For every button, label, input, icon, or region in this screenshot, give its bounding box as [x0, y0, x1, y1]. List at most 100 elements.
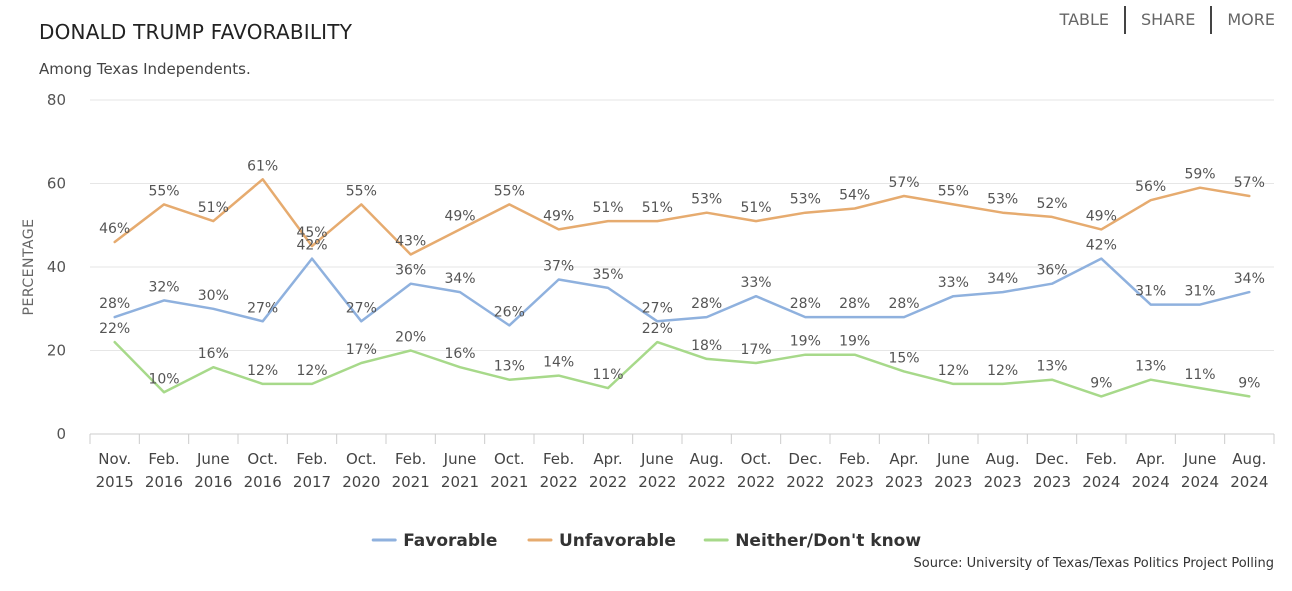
data-label: 53%	[691, 192, 722, 208]
data-label: 45%	[296, 225, 327, 241]
x-tick-label-year: 2017	[293, 473, 331, 491]
x-tick-label-month: Oct.	[247, 450, 278, 468]
data-label: 36%	[1036, 263, 1067, 279]
x-tick-label-year: 2024	[1230, 473, 1268, 491]
top-nav: TABLE SHARE MORE	[1045, 6, 1275, 34]
data-label: 19%	[839, 334, 870, 350]
x-tick-label-year: 2024	[1082, 473, 1120, 491]
data-label: 28%	[99, 296, 130, 312]
data-label: 27%	[247, 300, 278, 316]
y-tick-label: 20	[47, 342, 66, 360]
data-label: 49%	[1086, 208, 1117, 224]
nav-divider	[1124, 6, 1127, 34]
x-tick-label-year: 2016	[194, 473, 232, 491]
data-label: 53%	[790, 192, 821, 208]
nav-divider	[1210, 6, 1213, 34]
x-tick-label-month: Feb.	[1086, 450, 1117, 468]
x-tick-label-year: 2023	[934, 473, 972, 491]
data-label: 26%	[494, 304, 525, 320]
data-label: 57%	[1234, 175, 1265, 191]
x-tick-label-year: 2022	[786, 473, 824, 491]
data-label: 37%	[543, 259, 574, 275]
x-tick-label-month: Dec.	[1035, 450, 1069, 468]
data-label: 34%	[444, 271, 475, 287]
data-label: 16%	[198, 346, 229, 362]
series-line-favorable	[113, 257, 1251, 327]
data-label: 33%	[938, 275, 969, 291]
x-tick-label-year: 2021	[392, 473, 430, 491]
data-label: 42%	[1086, 238, 1117, 254]
data-label: 13%	[1135, 359, 1166, 375]
data-label: 51%	[198, 200, 229, 216]
more-button[interactable]: MORE	[1227, 10, 1275, 29]
data-label: 28%	[691, 296, 722, 312]
share-button[interactable]: SHARE	[1141, 10, 1196, 29]
x-tick-label-month: Aug.	[986, 450, 1020, 468]
y-axis-title: PERCENTAGE	[21, 219, 37, 316]
x-tick-label-month: Nov.	[98, 450, 131, 468]
x-tick-label-month: Aug.	[690, 450, 724, 468]
data-label: 19%	[790, 334, 821, 350]
data-label: 28%	[790, 296, 821, 312]
x-tick-label-year: 2024	[1132, 473, 1170, 491]
x-tick-label-month: Feb.	[148, 450, 179, 468]
data-label: 27%	[346, 300, 377, 316]
x-tick-label-year: 2023	[885, 473, 923, 491]
y-tick-label: 0	[56, 425, 66, 443]
table-button[interactable]: TABLE	[1059, 10, 1110, 29]
x-tick-label-year: 2016	[244, 473, 282, 491]
x-tick-label-year: 2024	[1181, 473, 1219, 491]
data-label: 28%	[839, 296, 870, 312]
x-tick-label-year: 2021	[441, 473, 479, 491]
data-label: 20%	[395, 330, 426, 346]
x-tick-label-year: 2021	[490, 473, 528, 491]
data-label: 55%	[148, 183, 179, 199]
x-tick-label-month: Oct.	[494, 450, 525, 468]
x-tick-label-month: Apr.	[1136, 450, 1165, 468]
x-tick-label-month: Oct.	[346, 450, 377, 468]
x-tick-label-month: Dec.	[788, 450, 822, 468]
x-tick-label-month: Feb.	[296, 450, 327, 468]
data-label: 12%	[987, 363, 1018, 379]
data-label: 33%	[740, 275, 771, 291]
x-tick-label-year: 2023	[1033, 473, 1071, 491]
x-tick-label-month: Aug.	[1232, 450, 1266, 468]
series-line-unfavorable	[113, 178, 1251, 256]
chart-subtitle: Among Texas Independents.	[39, 60, 251, 78]
data-label: 11%	[592, 367, 623, 383]
data-label: 28%	[888, 296, 919, 312]
data-label: 51%	[592, 200, 623, 216]
x-tick-label-month: June	[640, 450, 674, 468]
x-tick-label-month: Feb.	[543, 450, 574, 468]
data-label: 55%	[938, 183, 969, 199]
data-label: 42%	[296, 238, 327, 254]
data-label: 22%	[642, 321, 673, 337]
legend-label: Neither/Don't know	[735, 531, 921, 551]
x-tick-label-month: Feb.	[395, 450, 426, 468]
data-label: 15%	[888, 350, 919, 366]
x-tick-label-month: Feb.	[839, 450, 870, 468]
data-label: 17%	[346, 342, 377, 358]
x-tick-label-year: 2022	[589, 473, 627, 491]
data-label: 11%	[1184, 367, 1215, 383]
x-tick-label-year: 2015	[96, 473, 134, 491]
data-label: 35%	[592, 267, 623, 283]
data-label: 16%	[444, 346, 475, 362]
x-tick-label-year: 2023	[836, 473, 874, 491]
x-tick-label-month: Oct.	[741, 450, 772, 468]
data-label: 51%	[642, 200, 673, 216]
data-label: 53%	[987, 192, 1018, 208]
data-label: 18%	[691, 338, 722, 354]
data-label: 49%	[444, 208, 475, 224]
data-label: 13%	[1036, 359, 1067, 375]
data-label: 52%	[1036, 196, 1067, 212]
x-tick-label-year: 2022	[540, 473, 578, 491]
y-tick-label: 40	[47, 258, 66, 276]
x-tick-label-month: June	[936, 450, 970, 468]
legend-label: Favorable	[403, 531, 497, 551]
x-tick-label-year: 2022	[737, 473, 775, 491]
series-line-neither-don-t-know	[113, 340, 1251, 398]
x-tick-label-month: June	[1183, 450, 1217, 468]
data-label: 9%	[1090, 375, 1112, 391]
data-label: 36%	[395, 263, 426, 279]
